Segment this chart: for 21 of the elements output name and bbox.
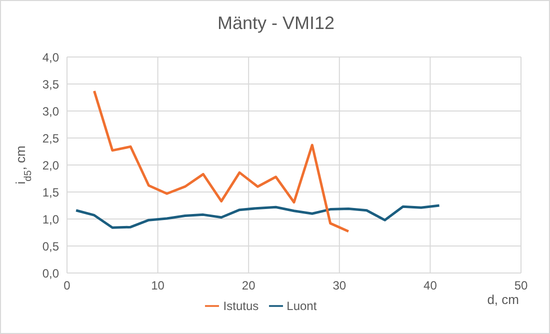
- y-tick-label: 3,5: [42, 77, 60, 92]
- legend-label: Istutus: [223, 299, 259, 313]
- y-tick-label: 0,5: [42, 239, 60, 254]
- y-tick-label: 1,5: [42, 185, 60, 200]
- x-axis-title: d, cm: [487, 292, 519, 307]
- x-tick-label: 0: [64, 278, 71, 293]
- y-tick-label: 2,0: [42, 158, 60, 172]
- x-tick-label: 20: [242, 278, 256, 293]
- x-tick-label: 30: [332, 278, 346, 293]
- legend-label: Luont: [286, 299, 317, 313]
- y-tick-label: 1,0: [42, 212, 60, 226]
- y-tick-label: 3,0: [42, 104, 60, 118]
- x-tick-label: 10: [151, 278, 165, 293]
- chart-title: Mänty - VMI12: [216, 13, 336, 34]
- x-tick-label: 50: [514, 278, 528, 293]
- line-series: [92, 90, 350, 233]
- x-tick-label: 40: [424, 278, 438, 293]
- line-series: [74, 204, 441, 229]
- y-tick-label: 0,0: [42, 266, 60, 280]
- y-tick-label: 2,5: [42, 131, 60, 146]
- y-tick-label: 4,0: [42, 50, 60, 64]
